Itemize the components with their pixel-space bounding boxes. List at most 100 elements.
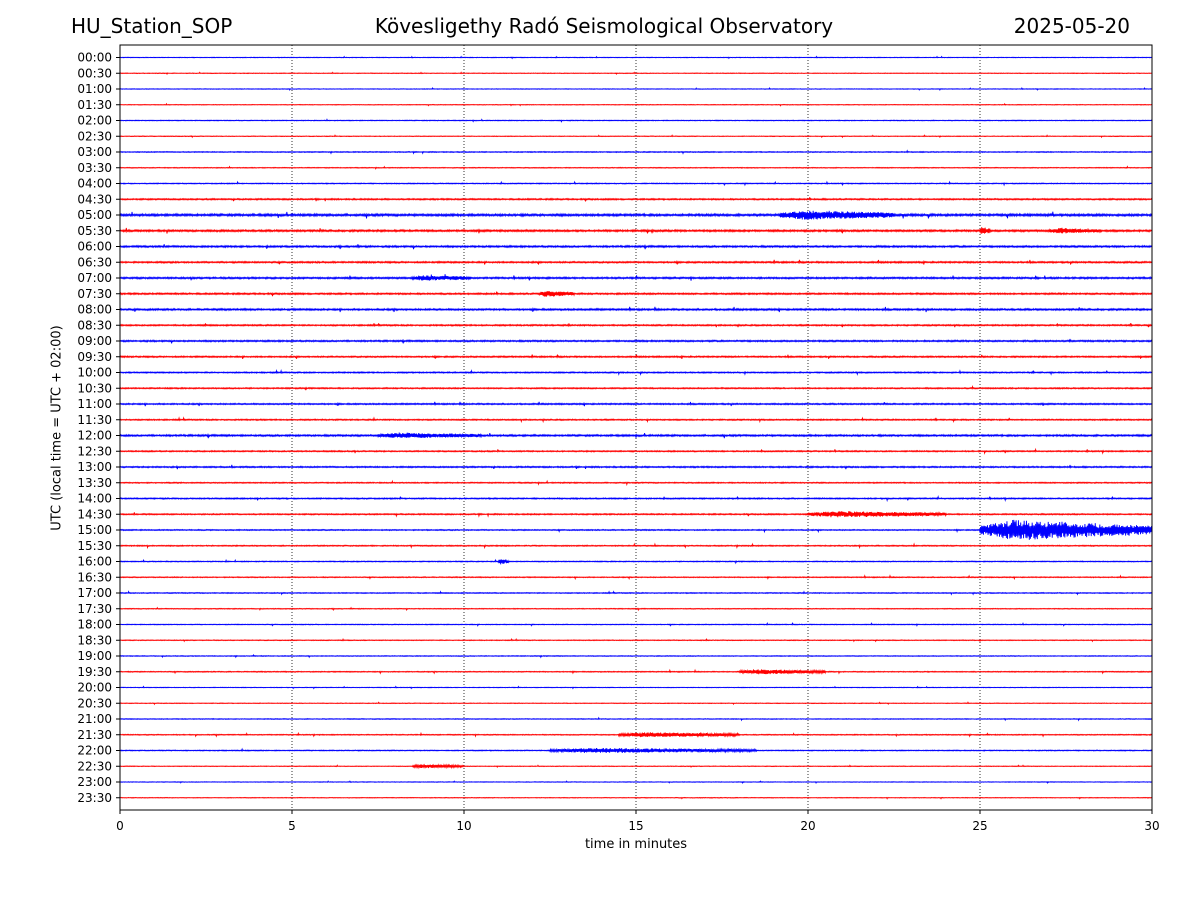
y-tick-label: 10:30 — [77, 381, 112, 395]
y-tick-label: 00:30 — [77, 66, 112, 80]
trace-0800 — [119, 306, 1153, 313]
y-tick-label: 09:00 — [77, 334, 112, 348]
y-tick-label: 12:30 — [77, 444, 112, 458]
record-date: 2025-05-20 — [1013, 14, 1130, 38]
y-tick-label: 05:30 — [77, 224, 112, 238]
trace-0600 — [119, 244, 1153, 250]
trace-1530 — [119, 542, 1153, 550]
y-tick-label: 16:30 — [77, 570, 112, 584]
trace-1030 — [119, 384, 1153, 391]
y-tick-label: 18:00 — [77, 618, 112, 632]
y-tick-label: 14:30 — [77, 507, 112, 521]
trace-1500 — [119, 519, 1153, 540]
y-tick-label: 23:00 — [77, 775, 112, 789]
y-tick-label: 01:30 — [77, 98, 112, 112]
y-tick-label: 08:30 — [77, 318, 112, 332]
x-tick-label: 10 — [456, 819, 471, 833]
trace-0930 — [119, 354, 1153, 359]
x-axis-ticks: 0 5 10 15 20 25 30 — [116, 810, 1160, 833]
x-axis-label: time in minutes — [584, 837, 688, 852]
y-tick-label: 05:00 — [77, 208, 112, 222]
x-tick-label: 15 — [628, 819, 643, 833]
trace-0200 — [119, 118, 1153, 123]
y-tick-label: 03:00 — [77, 145, 112, 159]
trace-1800 — [119, 621, 1153, 627]
plot-frame — [119, 44, 1153, 811]
y-tick-label: 20:00 — [77, 681, 112, 695]
trace-2130 — [119, 731, 1153, 738]
y-tick-label: 23:30 — [77, 791, 112, 805]
trace-1330 — [119, 479, 1153, 487]
y-tick-label: 17:00 — [77, 586, 112, 600]
y-tick-label: 19:30 — [77, 665, 112, 679]
y-tick-label: 12:00 — [77, 429, 112, 443]
trace-1130 — [119, 416, 1153, 424]
x-tick-label: 25 — [972, 819, 987, 833]
trace-1630 — [119, 574, 1153, 581]
y-tick-label: 04:30 — [77, 192, 112, 206]
trace-0900 — [119, 338, 1153, 344]
y-tick-label: 19:00 — [77, 649, 112, 663]
trace-1600 — [119, 558, 1153, 565]
y-tick-label: 14:00 — [77, 492, 112, 506]
trace-0500 — [119, 210, 1153, 220]
y-axis-label: UTC (local time = UTC + 02:00) — [49, 325, 65, 531]
trace-1900 — [119, 653, 1153, 659]
y-tick-label: 15:30 — [77, 539, 112, 553]
trace-2000 — [119, 685, 1153, 690]
y-tick-label: 13:00 — [77, 460, 112, 474]
trace-0630 — [119, 259, 1153, 265]
chart-title: Kövesligethy Radó Seismological Observat… — [374, 14, 834, 38]
y-tick-label: 02:30 — [77, 129, 112, 143]
trace-1400 — [119, 495, 1153, 503]
x-tick-label: 5 — [288, 819, 296, 833]
trace-0830 — [119, 323, 1153, 328]
y-tick-label: 16:00 — [77, 555, 112, 569]
trace-0100 — [119, 86, 1153, 91]
trace-2100 — [119, 716, 1153, 722]
y-tick-label: 01:00 — [77, 82, 112, 96]
trace-2330 — [119, 796, 1153, 800]
trace-0430 — [119, 197, 1153, 202]
trace-0400 — [119, 180, 1153, 187]
y-tick-label: 21:30 — [77, 728, 112, 742]
x-tick-label: 30 — [1144, 819, 1159, 833]
trace-0230 — [119, 134, 1153, 139]
trace-1830 — [119, 637, 1153, 643]
trace-0300 — [119, 149, 1153, 155]
y-tick-label: 20:30 — [77, 696, 112, 710]
station-name: HU_Station_SOP — [71, 14, 233, 38]
trace-0030 — [119, 71, 1153, 76]
trace-1230 — [119, 447, 1153, 455]
x-tick-label: 0 — [116, 819, 124, 833]
y-tick-label: 11:30 — [77, 413, 112, 427]
y-tick-label: 00:00 — [77, 51, 112, 65]
trace-0700 — [119, 274, 1153, 281]
trace-0130 — [119, 102, 1153, 107]
trace-0530 — [119, 227, 1153, 234]
trace-1000 — [119, 368, 1153, 376]
y-tick-label: 11:00 — [77, 397, 112, 411]
y-tick-label: 21:00 — [77, 712, 112, 726]
trace-1100 — [119, 401, 1153, 407]
trace-1200 — [119, 432, 1153, 439]
trace-0330 — [119, 165, 1153, 171]
trace-2200 — [119, 747, 1153, 754]
y-tick-label: 02:00 — [77, 114, 112, 128]
trace-2030 — [119, 701, 1153, 706]
y-tick-label: 04:00 — [77, 177, 112, 191]
y-tick-label: 09:30 — [77, 350, 112, 364]
y-tick-label: 06:00 — [77, 240, 112, 254]
y-tick-label: 22:00 — [77, 744, 112, 758]
y-tick-label: 22:30 — [77, 759, 112, 773]
y-tick-label: 03:30 — [77, 161, 112, 175]
y-tick-label: 13:30 — [77, 476, 112, 490]
trace-0000 — [119, 55, 1153, 60]
trace-1300 — [119, 464, 1153, 470]
y-tick-label: 07:30 — [77, 287, 112, 301]
y-tick-label: 06:30 — [77, 255, 112, 269]
trace-1430 — [119, 511, 1153, 518]
y-tick-label: 10:00 — [77, 366, 112, 380]
trace-2230 — [119, 763, 1153, 770]
